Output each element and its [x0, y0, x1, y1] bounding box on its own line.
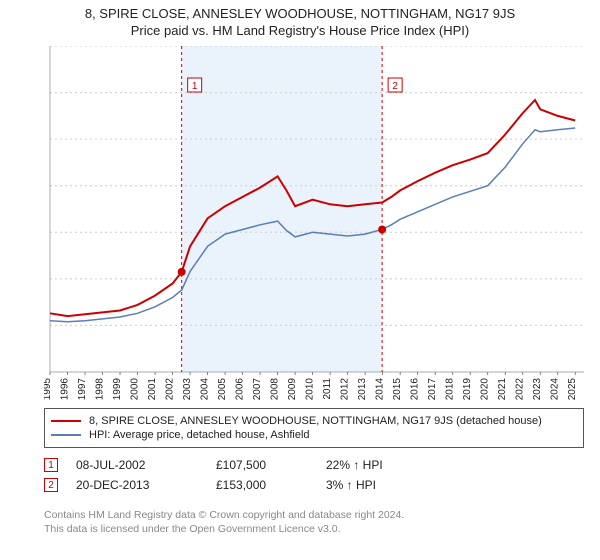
title-block: 8, SPIRE CLOSE, ANNESLEY WOODHOUSE, NOTT… [0, 0, 600, 38]
svg-text:1997: 1997 [77, 378, 88, 400]
legend-row: 8, SPIRE CLOSE, ANNESLEY WOODHOUSE, NOTT… [51, 415, 577, 427]
sales-marker: 1 [44, 458, 58, 472]
svg-text:2023: 2023 [532, 378, 543, 400]
svg-text:2008: 2008 [270, 378, 281, 400]
sales-delta: 3% ↑ HPI [326, 478, 446, 492]
svg-text:2019: 2019 [462, 378, 473, 400]
svg-text:2021: 2021 [497, 378, 508, 400]
svg-text:2010: 2010 [305, 378, 316, 400]
svg-text:1: 1 [192, 81, 198, 92]
sales-date: 08-JUL-2002 [76, 458, 216, 472]
legend-swatch [51, 420, 81, 422]
title-line1: 8, SPIRE CLOSE, ANNESLEY WOODHOUSE, NOTT… [0, 6, 600, 21]
svg-text:2005: 2005 [217, 378, 228, 400]
svg-text:2: 2 [392, 81, 398, 92]
legend-row: HPI: Average price, detached house, Ashf… [51, 429, 577, 441]
svg-text:2000: 2000 [130, 378, 141, 400]
svg-text:2013: 2013 [357, 378, 368, 400]
sales-marker: 2 [44, 478, 58, 492]
chart-svg: £0£50K£100K£150K£200K£250K£300K£350K1995… [44, 46, 584, 400]
svg-text:1996: 1996 [60, 378, 71, 400]
svg-text:1995: 1995 [44, 378, 53, 400]
footer-line1: Contains HM Land Registry data © Crown c… [44, 508, 584, 522]
svg-text:2020: 2020 [480, 378, 491, 400]
svg-text:2016: 2016 [410, 378, 421, 400]
sales-price: £153,000 [216, 478, 326, 492]
footer-line2: This data is licensed under the Open Gov… [44, 522, 584, 536]
title-line2: Price paid vs. HM Land Registry's House … [0, 23, 600, 38]
sales-date: 20-DEC-2013 [76, 478, 216, 492]
svg-text:2004: 2004 [200, 378, 211, 400]
legend: 8, SPIRE CLOSE, ANNESLEY WOODHOUSE, NOTT… [44, 408, 584, 448]
legend-swatch [51, 434, 81, 436]
sales-table: 1 08-JUL-2002£107,50022% ↑ HPI 2 20-DEC-201… [44, 452, 584, 498]
svg-text:2003: 2003 [182, 378, 193, 400]
sales-row: 1 08-JUL-2002£107,50022% ↑ HPI [44, 458, 584, 472]
svg-text:2001: 2001 [147, 378, 158, 400]
svg-text:2009: 2009 [287, 378, 298, 400]
sales-delta: 22% ↑ HPI [326, 458, 446, 472]
svg-text:2015: 2015 [392, 378, 403, 400]
chart-area: £0£50K£100K£150K£200K£250K£300K£350K1995… [44, 46, 584, 400]
footer: Contains HM Land Registry data © Crown c… [44, 508, 584, 536]
svg-text:2012: 2012 [340, 378, 351, 400]
sales-price: £107,500 [216, 458, 326, 472]
svg-text:2025: 2025 [567, 378, 578, 400]
chart-container: 8, SPIRE CLOSE, ANNESLEY WOODHOUSE, NOTT… [0, 0, 600, 560]
svg-text:2017: 2017 [427, 378, 438, 400]
svg-text:2007: 2007 [252, 378, 263, 400]
legend-label: HPI: Average price, detached house, Ashf… [89, 429, 310, 441]
sales-row: 2 20-DEC-2013£153,0003% ↑ HPI [44, 478, 584, 492]
legend-label: 8, SPIRE CLOSE, ANNESLEY WOODHOUSE, NOTT… [89, 415, 542, 427]
svg-text:1999: 1999 [112, 378, 123, 400]
svg-text:1998: 1998 [95, 378, 106, 400]
svg-text:2022: 2022 [515, 378, 526, 400]
svg-text:2011: 2011 [322, 378, 333, 400]
svg-text:2006: 2006 [235, 378, 246, 400]
svg-text:2018: 2018 [445, 378, 456, 400]
svg-text:2024: 2024 [550, 378, 561, 400]
svg-text:2002: 2002 [165, 378, 176, 400]
svg-text:2014: 2014 [375, 378, 386, 400]
